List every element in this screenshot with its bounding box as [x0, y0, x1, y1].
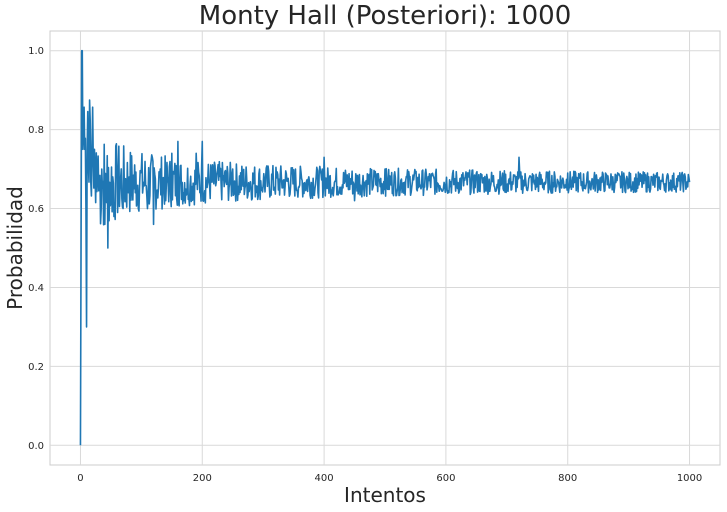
x-tick-label: 400: [315, 473, 334, 484]
y-tick-label: 0.6: [28, 204, 44, 215]
plot-area: [49, 30, 721, 466]
series-line: [79, 49, 691, 446]
series-layer: [79, 49, 691, 446]
x-tick-label: 200: [193, 473, 212, 484]
x-tick-label: 600: [436, 473, 455, 484]
y-tick-label: 0.4: [28, 283, 44, 294]
y-tick-label: 0.8: [28, 125, 44, 136]
y-tick-label: 0.2: [28, 362, 44, 373]
y-tick-label: 1.0: [28, 46, 44, 57]
grid: [50, 31, 720, 465]
x-axis-label: Intentos: [344, 483, 426, 507]
x-tick-label: 800: [558, 473, 577, 484]
x-tick-label: 1000: [677, 473, 702, 484]
x-tick-label: 0: [77, 473, 83, 484]
y-axis-label: Probabilidad: [3, 186, 27, 310]
y-tick-label: 0.0: [28, 441, 44, 452]
chart-title: Monty Hall (Posteriori): 1000: [199, 1, 571, 31]
tick-layer: 0 200 400 600 800 1000 0.0 0.2 0.4 0.6 0.8 1.0: [28, 46, 702, 484]
